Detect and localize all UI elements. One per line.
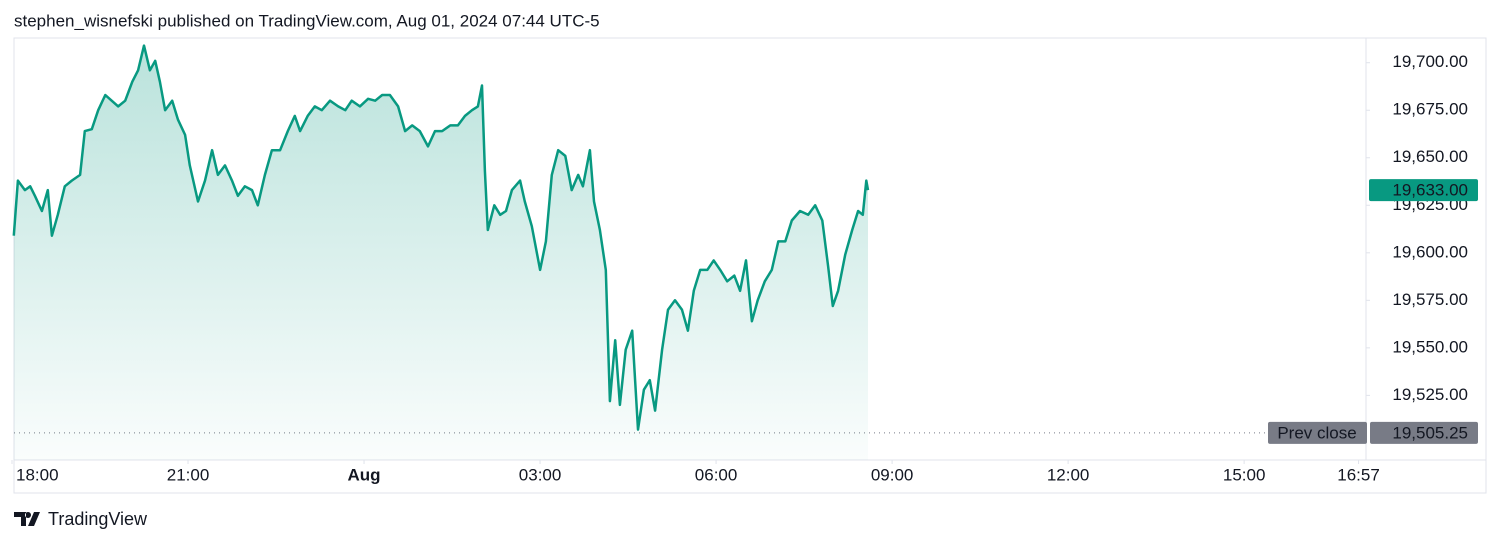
brand: TradingView — [48, 509, 148, 529]
y-tick-label: 19,600.00 — [1392, 242, 1468, 261]
x-tick-label: 06:00 — [695, 465, 738, 484]
y-tick-label: 19,550.00 — [1392, 337, 1468, 356]
y-tick-label: 19,700.00 — [1392, 52, 1468, 71]
price-line — [12, 44, 870, 431]
x-tick-label: 15:00 — [1223, 465, 1266, 484]
logo — [14, 512, 40, 526]
x-tick-label: Aug — [348, 465, 381, 484]
x-tick-label: 16:57 — [1337, 465, 1380, 484]
x-tick-label: 21:00 — [167, 465, 210, 484]
x-tick-label: 18:00 — [16, 465, 59, 484]
y-tick-label: 19,675.00 — [1392, 100, 1468, 119]
prev-close-value: 19,505.25 — [1392, 423, 1468, 442]
prev-close-value-tag — [1370, 421, 1478, 444]
x-tick-label: 03:00 — [519, 465, 562, 484]
last-price-label: 19,633.00 — [1392, 181, 1468, 200]
y-tick-label: 19,575.00 — [1392, 290, 1468, 309]
area — [13, 45, 869, 460]
x-tick-label: 12:00 — [1047, 465, 1090, 484]
prev-close-name: Prev close — [1277, 423, 1356, 442]
prev-close-tag — [1268, 421, 1367, 444]
y-tick-label: 19,650.00 — [1392, 147, 1468, 166]
y-tick-label: 19,525.00 — [1392, 385, 1468, 404]
x-tick-label: 09:00 — [871, 465, 914, 484]
last-price-tag — [1369, 179, 1478, 202]
attribution: stephen_wisnefski published on TradingVi… — [14, 11, 600, 30]
